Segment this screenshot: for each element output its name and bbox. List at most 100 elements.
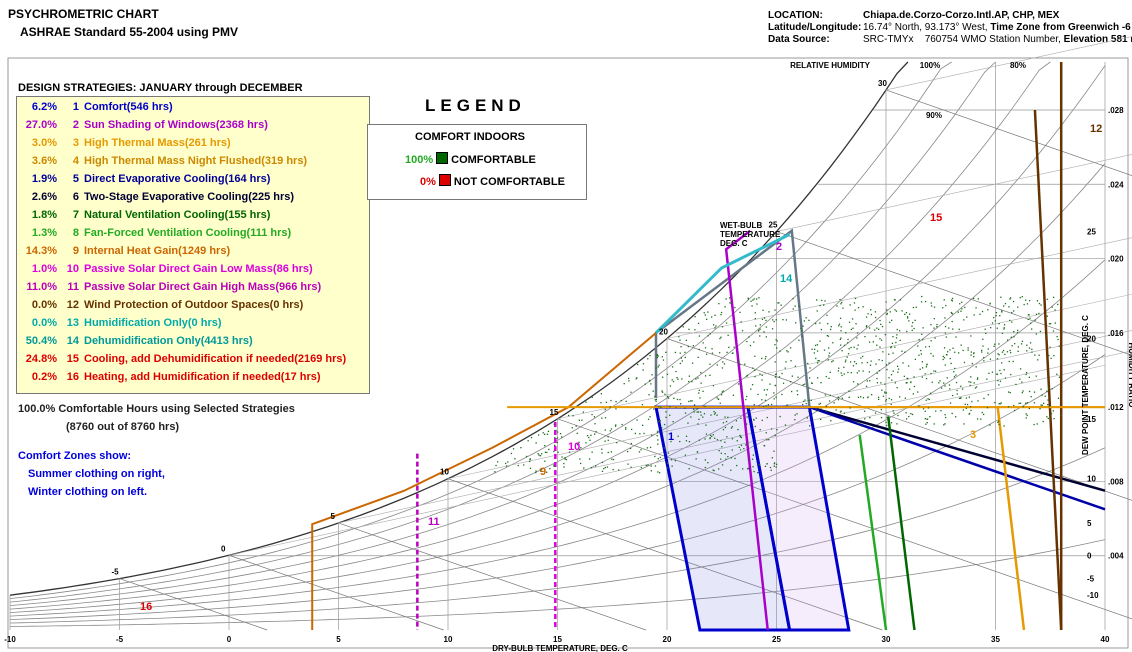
- data-point: [716, 397, 718, 399]
- data-point: [704, 459, 706, 461]
- data-point: [885, 301, 887, 303]
- data-point: [1025, 417, 1027, 419]
- comfort-zone-title: Comfort Zones show:: [18, 450, 132, 462]
- data-point: [841, 301, 843, 304]
- data-point: [892, 352, 894, 354]
- strategy-row: 11.0% 11 Passive Solar Direct Gain High Ma…: [17, 281, 321, 299]
- data-point: [660, 406, 662, 409]
- x-tick-label: 25: [772, 635, 781, 644]
- data-point: [559, 433, 562, 435]
- data-point: [869, 417, 871, 419]
- data-point: [853, 381, 855, 383]
- data-point: [630, 466, 632, 468]
- data-point: [858, 370, 860, 372]
- data-point: [769, 466, 772, 469]
- data-point: [874, 412, 877, 414]
- data-point: [800, 329, 803, 332]
- zone-label: 1: [668, 431, 674, 443]
- data-point: [745, 444, 747, 446]
- data-point: [827, 335, 830, 337]
- data-point: [945, 336, 947, 338]
- data-point: [773, 398, 775, 400]
- legend-not-swatch: [438, 174, 451, 186]
- data-point: [747, 459, 750, 461]
- data-point: [997, 353, 999, 355]
- data-point: [929, 416, 931, 418]
- data-point: [666, 467, 668, 469]
- data-point: [667, 452, 670, 454]
- data-point: [890, 422, 893, 424]
- data-point: [709, 333, 711, 335]
- data-point: [540, 470, 542, 472]
- data-point: [869, 364, 872, 366]
- data-point: [880, 323, 882, 325]
- data-point: [944, 385, 946, 387]
- data-point: [1046, 390, 1048, 392]
- strategy-name: Direct Evaporative Cooling(164 hrs): [84, 173, 271, 185]
- data-point: [889, 321, 891, 323]
- data-point: [958, 352, 960, 354]
- data-point: [541, 453, 543, 455]
- data-point: [847, 338, 849, 341]
- data-point: [963, 319, 965, 321]
- data-point: [1030, 396, 1032, 398]
- data-point: [924, 373, 926, 375]
- data-point: [885, 392, 888, 394]
- data-point: [762, 405, 765, 408]
- data-point: [926, 422, 928, 424]
- data-point: [973, 356, 975, 358]
- data-point: [979, 313, 981, 315]
- data-point: [829, 371, 831, 373]
- wetbulb-axis-label: DEG. C: [720, 239, 748, 248]
- strategy-name: High Thermal Mass(261 hrs): [84, 137, 231, 149]
- data-point: [843, 373, 845, 375]
- data-point: [1003, 425, 1005, 427]
- data-point: [969, 406, 972, 408]
- data-point: [764, 465, 767, 467]
- data-point: [721, 446, 723, 448]
- data-point: [1025, 299, 1027, 301]
- data-point: [959, 397, 961, 399]
- data-point: [949, 357, 951, 360]
- data-point: [556, 441, 558, 444]
- data-point: [871, 394, 873, 396]
- data-point: [641, 404, 644, 406]
- data-point: [723, 363, 726, 365]
- data-point: [959, 303, 961, 305]
- data-point: [967, 349, 969, 351]
- data-point: [766, 439, 768, 441]
- data-point: [885, 364, 888, 366]
- data-point: [720, 452, 722, 454]
- data-point: [841, 374, 843, 377]
- strategy-number: 5: [72, 173, 79, 185]
- data-point: [781, 372, 783, 375]
- data-point: [652, 390, 654, 392]
- data-point: [722, 361, 724, 363]
- data-point: [674, 460, 676, 462]
- data-point: [773, 392, 775, 394]
- data-point: [506, 465, 508, 467]
- data-point: [730, 302, 732, 304]
- data-point: [1035, 375, 1037, 377]
- data-point: [727, 456, 729, 458]
- data-point: [966, 403, 969, 406]
- data-point: [758, 329, 760, 331]
- data-point: [737, 428, 739, 431]
- data-point: [642, 424, 644, 426]
- data-point: [740, 321, 742, 323]
- data-point: [734, 457, 736, 460]
- strategies-heading: DESIGN STRATEGIES: JANUARY through DECEM…: [18, 82, 303, 94]
- data-point: [913, 327, 915, 330]
- data-point: [864, 410, 866, 412]
- data-point: [872, 341, 874, 343]
- data-point: [707, 311, 709, 313]
- data-point: [754, 376, 756, 378]
- data-point: [955, 336, 957, 338]
- data-point: [1019, 368, 1022, 370]
- wetbulb-tick-label: 0: [221, 544, 226, 553]
- comfort-zone-summer: Summer clothing on right,: [28, 468, 165, 480]
- data-point: [585, 401, 587, 403]
- data-point: [907, 317, 909, 319]
- data-point: [881, 359, 883, 362]
- data-point: [948, 384, 951, 386]
